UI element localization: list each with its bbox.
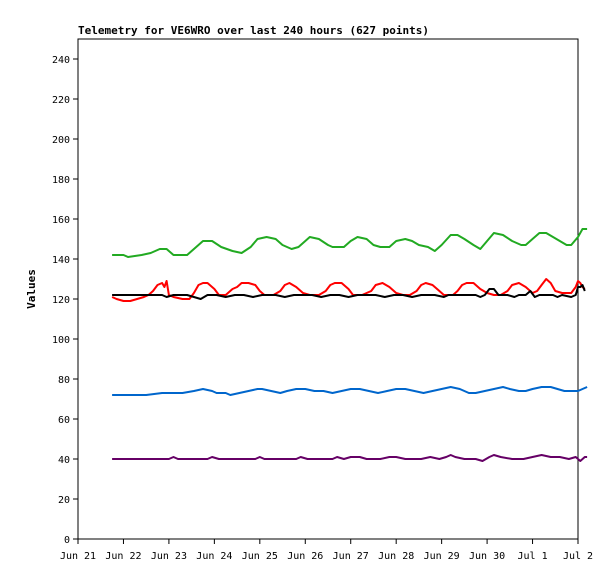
- series-group: [111, 228, 588, 462]
- y-tick-label: 160: [52, 215, 70, 226]
- y-tick-label: 60: [58, 415, 70, 426]
- y-tick-label: 240: [52, 55, 70, 66]
- chart-title: Telemetry for VE6WRO over last 240 hours…: [78, 24, 429, 37]
- y-tick-label: 220: [52, 95, 70, 106]
- x-tick-label: Jun 27: [333, 551, 369, 562]
- x-tick-label: Jun 26: [287, 551, 323, 562]
- y-tick-label: 40: [58, 455, 70, 466]
- x-tick-label: Jun 25: [242, 551, 278, 562]
- y-tick-label: 20: [58, 495, 70, 506]
- x-tick-label: Jul 1: [517, 551, 547, 562]
- y-tick-label: 140: [52, 255, 70, 266]
- x-tick-label: Jun 21: [60, 551, 96, 562]
- series-line-4: [112, 386, 588, 396]
- series-line-5: [112, 454, 588, 462]
- x-tick-label: Jun 24: [196, 551, 232, 562]
- y-tick-label: 80: [58, 375, 70, 386]
- series-line-1: [112, 228, 588, 258]
- y-axis-label: Values: [25, 269, 38, 309]
- y-tick-label: 0: [64, 535, 70, 546]
- y-tick-label: 120: [52, 295, 70, 306]
- x-tick-label: Jun 30: [469, 551, 505, 562]
- series-line-3: [112, 284, 586, 300]
- y-tick-label: 180: [52, 175, 70, 186]
- y-tick-label: 200: [52, 135, 70, 146]
- x-tick-label: Jun 23: [151, 551, 187, 562]
- y-tick-label: 100: [52, 335, 70, 346]
- x-tick-label: Jul 2: [563, 551, 593, 562]
- x-tick-label: Jun 22: [105, 551, 141, 562]
- y-axis: 0 20 40 60 80 100 120 140 160 180 200 220 240: [52, 55, 78, 546]
- series-line-2: [111, 278, 586, 302]
- x-tick-label: Jun 29: [424, 551, 460, 562]
- x-tick-label: Jun 28: [378, 551, 414, 562]
- x-axis: Jun 21 Jun 22 Jun 23 Jun 24 Jun 25 Jun 26 Jun …: [60, 539, 593, 562]
